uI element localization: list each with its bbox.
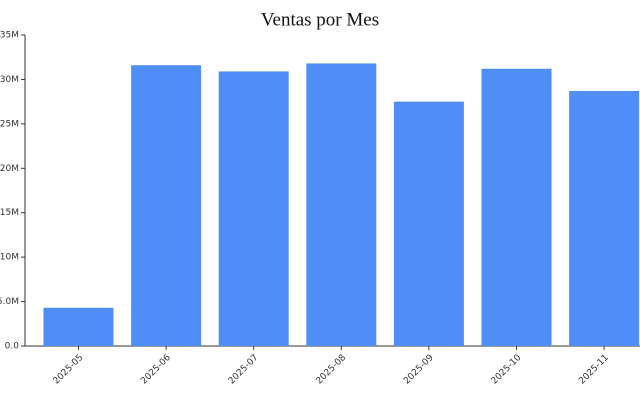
bar bbox=[306, 63, 377, 346]
bar bbox=[481, 68, 552, 346]
x-tick-label: 2025-11 bbox=[577, 353, 611, 387]
y-tick-label: 10M bbox=[0, 253, 19, 263]
y-tick-label: 15M bbox=[0, 208, 19, 218]
x-tick-label: 2025-07 bbox=[227, 353, 261, 387]
bar bbox=[131, 65, 202, 346]
x-tick-label: 2025-10 bbox=[490, 353, 524, 387]
y-tick-label: 35M bbox=[0, 31, 19, 41]
bar bbox=[218, 71, 289, 346]
bar bbox=[393, 101, 464, 347]
x-tick-label: 2025-09 bbox=[402, 353, 436, 387]
y-tick-label: 30M bbox=[0, 75, 19, 85]
y-tick-label: 25M bbox=[0, 119, 19, 129]
y-tick-label: 0.0 bbox=[5, 342, 20, 352]
y-tick-label: 20M bbox=[0, 164, 19, 174]
y-tick-label: 5.0M bbox=[0, 297, 19, 307]
x-tick-label: 2025-06 bbox=[139, 353, 173, 387]
x-tick-label: 2025-05 bbox=[52, 353, 86, 387]
bar bbox=[569, 90, 640, 346]
bar bbox=[43, 307, 114, 346]
chart-title: Ventas por Mes bbox=[261, 9, 379, 30]
x-tick-label: 2025-08 bbox=[315, 353, 349, 387]
